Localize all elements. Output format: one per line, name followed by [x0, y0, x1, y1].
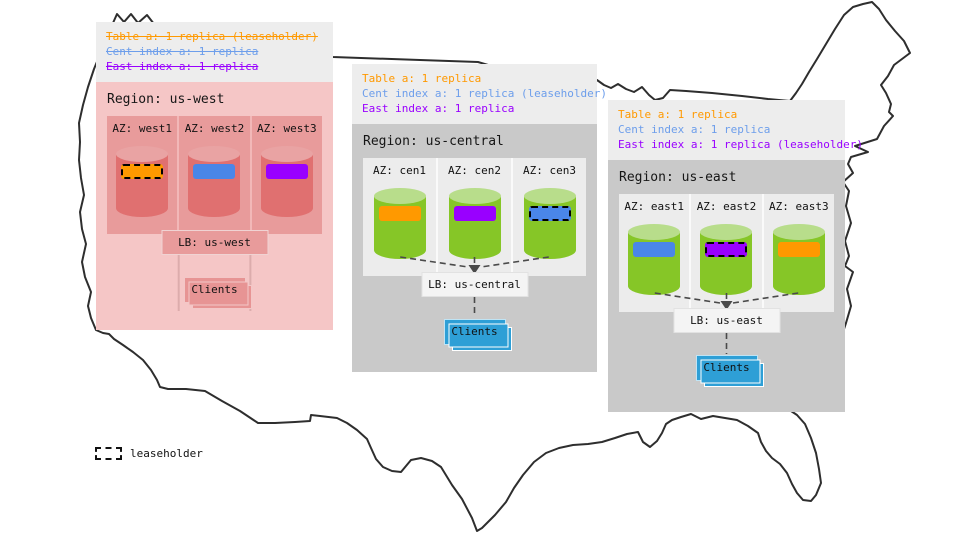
replica-annotations: Table a: 1 replica (leaseholder) Cent in… — [96, 22, 333, 82]
clients-box: Clients — [183, 277, 246, 303]
az-label: AZ: west1 — [112, 122, 172, 135]
region-panel-us-west: Table a: 1 replica (leaseholder) Cent in… — [96, 22, 333, 330]
region-title: Region: us-central — [363, 134, 504, 149]
replica-chip — [265, 164, 308, 179]
leaseholder-swatch-icon — [95, 447, 122, 460]
replica-chip-leaseholder — [528, 206, 571, 221]
annotation-line: East index a: 1 replica (leaseholder) — [618, 138, 864, 151]
clients-box: Clients — [695, 355, 758, 381]
database-cylinder-icon — [188, 146, 241, 217]
region-title: Region: us-east — [619, 170, 737, 185]
replica-chip — [378, 206, 421, 221]
az-cen2: AZ: cen2 — [438, 158, 513, 276]
annotation-line: Cent index a: 1 replica — [106, 45, 259, 58]
az-label: AZ: east3 — [769, 200, 829, 213]
replica-chip — [633, 242, 676, 257]
az-west3: AZ: west3 — [252, 116, 322, 234]
annotation-line: Table a: 1 replica (leaseholder) — [106, 30, 318, 43]
az-label: AZ: east1 — [624, 200, 684, 213]
database-cylinder-icon — [628, 224, 681, 295]
replica-chip — [193, 164, 236, 179]
az-east1: AZ: east1 — [619, 194, 692, 312]
annotation-line: Cent index a: 1 replica — [618, 123, 771, 136]
az-west1: AZ: west1 — [107, 116, 180, 234]
load-balancer-box: LB: us-west — [161, 230, 268, 255]
annotation-line: East index a: 1 replica — [362, 102, 515, 115]
database-cylinder-icon — [523, 188, 576, 259]
az-cen3: AZ: cen3 — [513, 158, 586, 276]
annotation-line: Table a: 1 replica — [618, 108, 738, 121]
az-label: AZ: east2 — [696, 200, 757, 213]
region-panel-us-central: Table a: 1 replica Cent index a: 1 repli… — [352, 64, 608, 372]
database-cylinder-icon — [373, 188, 426, 259]
az-east3: AZ: east3 — [764, 194, 834, 312]
az-container: AZ: west1 AZ: west2 AZ: west3 — [107, 116, 322, 234]
load-balancer-box: LB: us-central — [421, 272, 528, 297]
database-cylinder-icon — [116, 146, 169, 217]
az-east2: AZ: east2 — [691, 194, 764, 312]
az-container: AZ: east1 AZ: east2 AZ: east3 — [619, 194, 834, 312]
database-cylinder-icon — [260, 146, 313, 217]
region-title: Region: us-west — [107, 92, 225, 107]
az-label: AZ: west2 — [184, 122, 245, 135]
replica-chip — [777, 242, 820, 257]
az-west2: AZ: west2 — [179, 116, 252, 234]
replica-annotations: Table a: 1 replica Cent index a: 1 repli… — [352, 64, 608, 124]
replica-chip — [453, 206, 496, 221]
load-balancer-box: LB: us-east — [673, 308, 780, 333]
az-label: AZ: west3 — [257, 122, 317, 135]
database-cylinder-icon — [448, 188, 501, 259]
az-container: AZ: cen1 AZ: cen2 AZ: cen3 — [363, 158, 586, 276]
annotation-line: East index a: 1 replica — [106, 60, 259, 73]
replica-annotations: Table a: 1 replica Cent index a: 1 repli… — [608, 100, 864, 160]
replica-chip-leaseholder — [121, 164, 164, 179]
annotation-line: Cent index a: 1 replica (leaseholder) — [362, 87, 608, 100]
database-cylinder-icon — [772, 224, 825, 295]
legend-label: leaseholder — [130, 447, 203, 460]
az-label: AZ: cen2 — [448, 164, 501, 177]
database-cylinder-icon — [700, 224, 753, 295]
region-panel-us-east: Table a: 1 replica Cent index a: 1 repli… — [608, 100, 864, 412]
clients-box: Clients — [443, 319, 506, 345]
legend: leaseholder — [95, 447, 203, 460]
annotation-line: Table a: 1 replica — [362, 72, 482, 85]
az-cen1: AZ: cen1 — [363, 158, 438, 276]
replica-chip-leaseholder — [705, 242, 748, 257]
az-label: AZ: cen3 — [523, 164, 576, 177]
az-label: AZ: cen1 — [373, 164, 426, 177]
